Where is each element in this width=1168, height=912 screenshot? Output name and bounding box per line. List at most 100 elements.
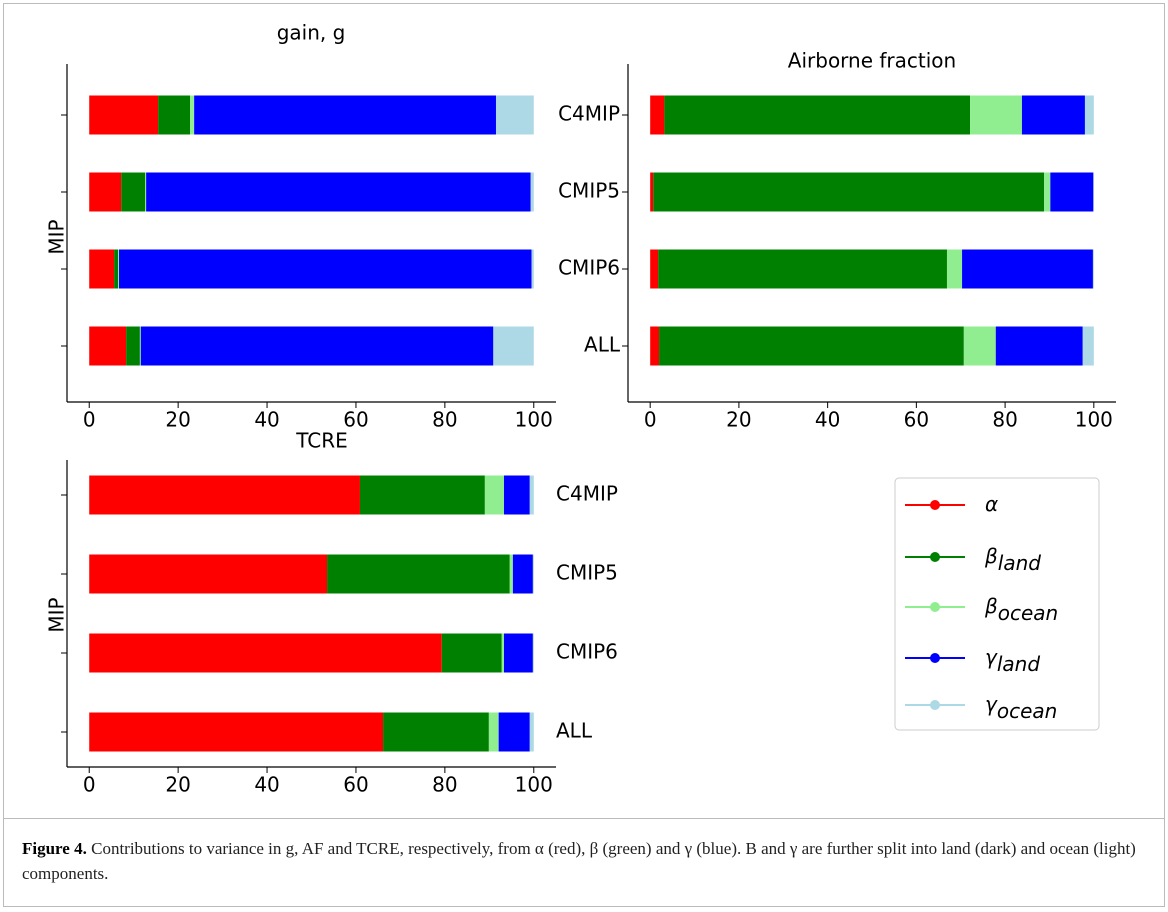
bar-segment [119,249,532,289]
chart-title: TCRE [295,429,348,453]
bar-segment [327,554,510,594]
bar-segment [89,326,127,366]
bar-segment [190,95,195,135]
bar-segment [89,712,384,752]
x-tick-label: 20 [165,773,190,797]
bar-segment [89,249,115,289]
bar-segment [158,95,191,135]
bar-segment [118,249,120,289]
bar-segment [126,326,140,366]
bar-segment [194,95,496,135]
x-tick-label: 40 [254,408,279,432]
caption-text: Contributions to variance in g, AF and T… [22,839,1136,883]
bar-segment [650,172,654,212]
bar-segment [529,712,534,752]
bar-segment [441,633,502,673]
bar-segment [89,475,360,515]
bar-segment [532,633,534,673]
legend-marker [930,653,940,663]
x-tick-label: 100 [515,408,553,432]
bar-segment [89,95,159,135]
legend-marker [930,602,940,612]
x-tick-label: 20 [165,408,190,432]
x-tick-label: 60 [904,408,929,432]
bar-segment [1082,326,1094,366]
chart-title: gain, g [277,21,346,45]
chart-title: Airborne fraction [788,49,956,73]
bar-segment [650,326,660,366]
bar-segment [653,172,1045,212]
legend-marker [930,552,940,562]
bar-segment [1084,95,1094,135]
bar-segment [89,554,328,594]
bar-segment [140,326,494,366]
x-tick-label: 80 [992,408,1017,432]
bar-segment [495,95,534,135]
legend-label: γocean [985,692,1057,723]
bar-segment [532,554,534,594]
legend-box [894,477,1100,731]
y-tick-label: ALL [556,719,593,743]
bar-segment [484,475,504,515]
bar-segment [488,712,499,752]
bar-segment [114,249,119,289]
bar-segment [531,249,534,289]
y-tick-label: CMIP5 [558,179,620,203]
bar-segment [359,475,485,515]
bar-segment [970,95,1022,135]
x-tick-label: 60 [343,408,368,432]
legend-label: βocean [984,594,1058,625]
bar-segment [501,633,504,673]
bar-segment [1092,249,1094,289]
bar-segment [89,633,442,673]
x-tick-label: 40 [254,773,279,797]
y-tick-label: ALL [584,333,621,357]
y-tick-label: C4MIP [556,482,618,506]
bar-segment [512,554,533,594]
bar-segment [1050,172,1094,212]
bar-segment [664,95,971,135]
bar-segment [650,95,665,135]
bar-segment [498,712,530,752]
bar-segment [530,172,534,212]
y-tick-label: CMIP6 [556,640,618,664]
x-tick-label: 20 [726,408,751,432]
x-tick-label: 40 [815,408,840,432]
caption-label: Figure 4. [22,839,87,858]
bar-segment [963,326,996,366]
legend-label: γland [985,645,1040,676]
y-tick-label: CMIP5 [556,561,618,585]
y-tick-label: C4MIP [558,102,620,126]
x-tick-label: 0 [644,408,657,432]
legend-marker [930,500,940,510]
bar-segment [121,172,146,212]
legend-marker [930,700,940,710]
bar-segment [509,554,513,594]
bar-segment [503,475,530,515]
bar-segment [139,326,141,366]
y-axis-label: MIP [45,219,69,254]
y-axis-label: MIP [45,597,69,632]
bar-segment [1044,172,1051,212]
x-tick-label: 100 [515,773,553,797]
bar-segment [1021,95,1085,135]
bar-segment [659,326,964,366]
caption: Figure 4. Contributions to variance in g… [22,836,1142,886]
bar-segment [962,249,1093,289]
legend-label: α [985,492,998,516]
bar-segment [503,633,533,673]
y-tick-label: CMIP6 [558,256,620,280]
bar-segment [89,172,122,212]
x-tick-label: 0 [83,773,96,797]
bar-segment [658,249,947,289]
bar-segment [995,326,1083,366]
bar-segment [529,475,534,515]
x-tick-label: 60 [343,773,368,797]
x-tick-label: 0 [83,408,96,432]
bar-segment [650,249,659,289]
x-tick-label: 80 [432,773,457,797]
x-tick-label: 80 [432,408,457,432]
legend-label: βland [984,544,1041,575]
figure-border [3,3,1165,907]
